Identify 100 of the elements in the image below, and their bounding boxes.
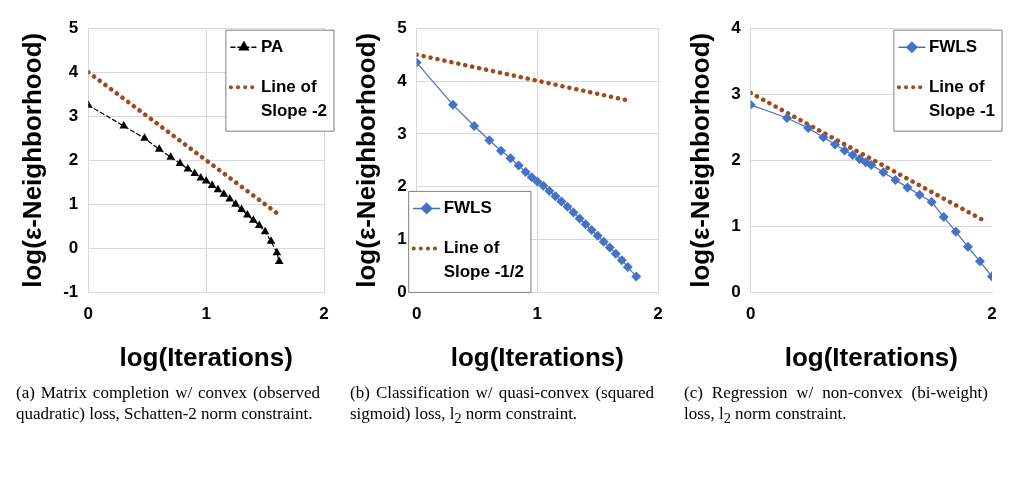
y-axis-title: log(ε-Neighborhood) (684, 32, 715, 288)
y-tick-label: 2 (68, 149, 79, 169)
point (962, 241, 973, 252)
point (538, 180, 549, 191)
point (243, 209, 252, 218)
point (556, 196, 567, 207)
point (839, 145, 850, 156)
x-axis-title: log(Iterations) (119, 341, 293, 372)
y-tick-label: 2 (731, 149, 741, 169)
y-tick-label: 3 (68, 105, 79, 125)
point (231, 199, 240, 207)
point (974, 256, 985, 267)
y-tick-label: 0 (68, 238, 79, 258)
point (469, 120, 480, 131)
y-tick-label: 4 (68, 61, 79, 81)
point (207, 180, 217, 188)
point (237, 204, 246, 213)
point (119, 120, 129, 129)
point (154, 144, 164, 152)
point (219, 189, 229, 197)
point (950, 226, 961, 237)
point (175, 158, 185, 166)
point (781, 113, 792, 124)
point (225, 194, 235, 202)
point (890, 175, 901, 186)
y-tick-label: 1 (731, 216, 741, 236)
y-tick-label: 3 (397, 123, 407, 143)
y-tick-label: 4 (731, 17, 742, 37)
point (266, 236, 276, 244)
x-tick-label: 2 (987, 304, 997, 324)
point (166, 152, 176, 160)
point (592, 230, 603, 241)
point (274, 256, 284, 265)
point (580, 219, 591, 230)
point (484, 135, 495, 146)
point (213, 184, 223, 193)
point (847, 150, 858, 161)
text: (c) Regression w/ non-convex (bi-weight) loss, l$_{2}$ norm constraint. (683, 382, 989, 429)
point (447, 99, 458, 110)
point (532, 176, 543, 187)
point (926, 196, 937, 207)
point (248, 215, 258, 223)
y-tick-label: 4 (397, 70, 408, 90)
x-tick-label: 0 (83, 304, 94, 324)
point (544, 185, 555, 196)
point (854, 153, 865, 164)
y-tick-label: 5 (68, 17, 79, 37)
point (616, 255, 627, 266)
point (818, 132, 829, 143)
point (550, 191, 561, 202)
point (568, 207, 579, 218)
point (938, 212, 949, 223)
x-tick-label: 1 (201, 304, 211, 324)
point (260, 226, 270, 235)
x-tick-label: 1 (532, 304, 543, 324)
point (562, 201, 573, 212)
point (610, 248, 621, 259)
point (272, 247, 282, 256)
point (604, 242, 615, 253)
point (598, 236, 609, 247)
legend-label: Line of Slope -1 (928, 76, 995, 120)
x-axis-title: log(Iterations) (450, 341, 624, 372)
legend-label: FWLS (443, 198, 492, 218)
text: (b) Classification w/ quasi-convex (squared sigmoid) loss, l$_{2}$ norm constraint. (349, 382, 655, 429)
y-axis-title: log(ε-Neighborhood) (350, 32, 381, 288)
y-axis-title: log(ε-Neighborhood) (16, 32, 47, 288)
point (622, 262, 633, 273)
legend-label: FWLS (928, 36, 978, 56)
x-tick-label: 2 (319, 304, 329, 324)
point (183, 164, 193, 172)
y-tick-label: -1 (63, 282, 79, 302)
y-tick-label: 0 (397, 282, 407, 302)
point (526, 172, 537, 183)
y-tick-label: 5 (397, 17, 407, 37)
point (513, 160, 524, 171)
text: (a) Matrix completion w/ convex (observed quadratic) loss, Schatten-2 norm constraint. (15, 382, 321, 424)
legend-label: Line of Slope -1/2 (443, 238, 524, 282)
point (631, 271, 642, 282)
point (496, 145, 507, 156)
point (254, 220, 264, 228)
y-tick-label: 3 (731, 83, 741, 103)
x-tick-label: 0 (745, 304, 756, 324)
point (866, 159, 877, 170)
y-tick-label: 2 (397, 176, 407, 196)
legend-label: PA (260, 36, 284, 56)
point (520, 166, 531, 177)
point (803, 122, 814, 133)
point (586, 225, 597, 236)
point (914, 189, 925, 200)
y-tick-label: 1 (68, 194, 79, 214)
point (902, 182, 913, 193)
point (574, 213, 585, 224)
point (190, 168, 200, 177)
x-tick-label: 0 (411, 304, 422, 324)
y-tick-label: 1 (397, 229, 407, 249)
y-tick-label: 0 (731, 282, 741, 302)
point (505, 153, 516, 164)
point (830, 139, 841, 150)
point (878, 167, 889, 178)
x-tick-label: 2 (653, 304, 663, 324)
